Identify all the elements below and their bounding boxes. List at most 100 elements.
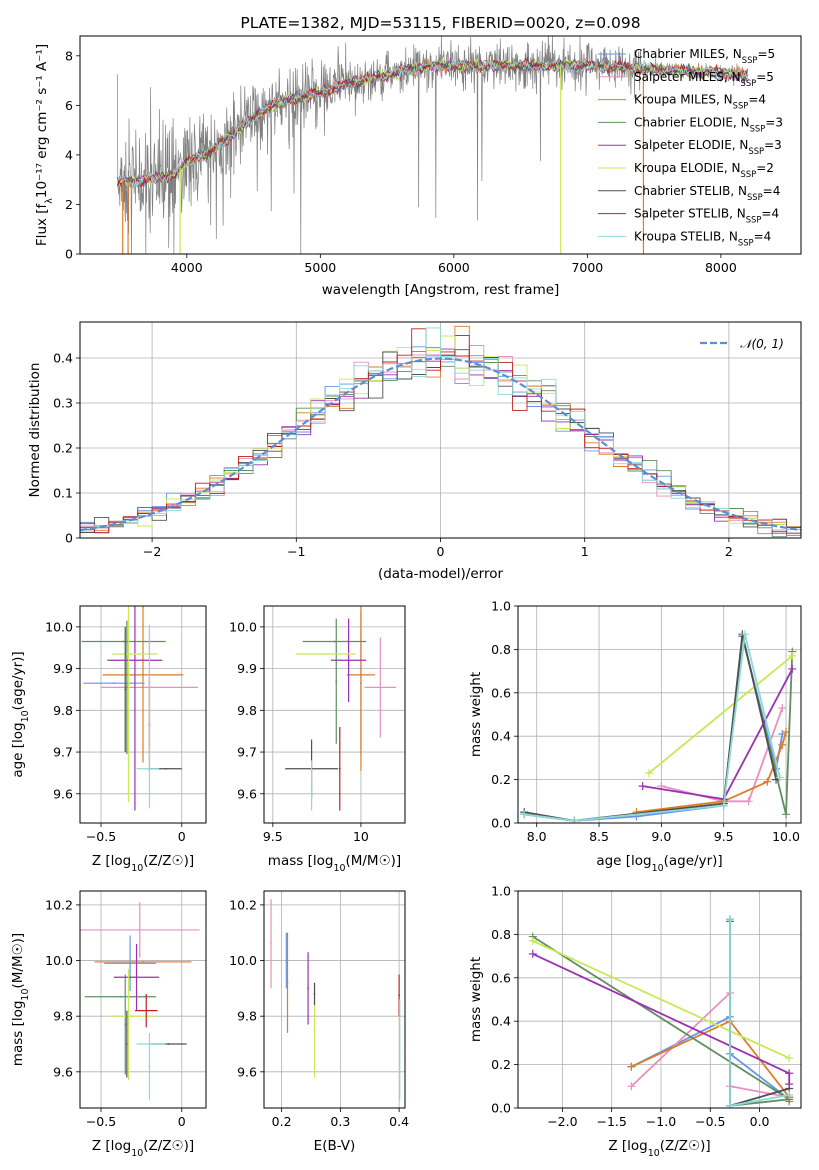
y-tick-label: 0.4 (491, 1014, 511, 1029)
histogram-8 (80, 327, 801, 531)
errorbar-point-8 (338, 727, 341, 811)
y-tick-label: 10.0 (229, 619, 257, 634)
point-marker (398, 994, 401, 997)
legend-label-0: Chabrier MILES, NSSP=5 (634, 47, 775, 65)
point-marker (148, 1065, 151, 1068)
point-marker (335, 680, 338, 683)
point-marker (313, 1029, 316, 1032)
plus-marker (627, 1062, 636, 1071)
x-tick-label: 0.0 (750, 1114, 770, 1129)
errorbar-point-3 (302, 640, 367, 643)
y-tick-label: 0.0 (491, 816, 511, 831)
point-marker (125, 686, 128, 689)
errorbar-point-3 (81, 640, 166, 643)
point-marker (135, 976, 138, 979)
point-marker (150, 1043, 152, 1045)
errorbar-point-1 (80, 902, 200, 958)
y-tick-label: 9.7 (237, 745, 257, 760)
y-tick-label: 9.9 (237, 661, 257, 676)
chart-title: PLATE=1382, MJD=53115, FIBERID=0020, z=0… (240, 14, 640, 32)
errorbar-point-0 (285, 932, 288, 989)
x-tick-label: 6000 (438, 260, 470, 275)
x-axis-label: Z [log10(Z/Z☉)] (92, 853, 194, 874)
plus-marker (627, 1082, 636, 1091)
x-tick-label: 7000 (571, 260, 603, 275)
x-axis-label: age [log10(age/yr)] (596, 853, 722, 874)
plus-marker (570, 816, 579, 823)
x-tick-label: 0 (178, 829, 186, 844)
point-marker (347, 659, 350, 662)
normal-curve (80, 357, 801, 532)
y-axis-label: mass weight (468, 957, 484, 1042)
errorbar-point-6 (112, 653, 158, 655)
weight-series-1 (657, 703, 787, 806)
plus-marker (785, 1054, 794, 1063)
weight-series-7 (520, 630, 784, 823)
legend: Chabrier MILES, NSSP=5 Salpeter MILES, NS… (598, 47, 783, 247)
errorbar-point-4 (125, 620, 128, 755)
x-tick-label: 8.5 (589, 829, 609, 844)
weight-series-3 (520, 632, 797, 823)
x-tick-label: 0 (437, 544, 445, 559)
point-marker (270, 942, 272, 945)
plus-marker (520, 810, 529, 819)
x-tick-label: 0.2 (272, 1114, 292, 1129)
plus-marker (644, 769, 653, 778)
x-tick-label: 0 (178, 1114, 186, 1129)
y-tick-label: 0 (65, 531, 73, 546)
panel-age_vs_mass: 9.5 10 9.6 9.7 9.8 9.9 10.0 mass [log10(M/M☉)] (229, 605, 406, 874)
weight-series-4 (528, 949, 794, 1089)
plus-marker (726, 915, 735, 924)
y-tick-label: 8 (65, 48, 73, 63)
y-tick-label: 1.0 (491, 599, 511, 614)
errorbar-point-0 (104, 935, 156, 992)
point-marker (360, 673, 362, 676)
x-axis-label: E(B-V) (314, 1138, 356, 1154)
legend-label-7: Salpeter STELIB, NSSP=4 (634, 207, 779, 225)
errorbar-point-1 (364, 637, 397, 738)
y-axis-label: Flux [fλ10⁻¹⁷ erg cm⁻² s⁻¹ A⁻¹] (34, 44, 55, 246)
point-marker (313, 993, 316, 995)
errorbar-point-7 (127, 968, 130, 1081)
legend-label-2: Kroupa MILES, NSSP=4 (634, 93, 766, 111)
x-tick-label: −1 (287, 544, 305, 559)
point-marker (148, 715, 151, 718)
x-tick-label: 5000 (304, 260, 336, 275)
x-tick-label: 8.0 (527, 829, 547, 844)
point-marker (125, 1043, 128, 1045)
y-tick-label: 10.0 (45, 953, 73, 968)
errorbar-point-3 (84, 995, 156, 998)
point-marker (286, 981, 289, 984)
x-tick-label: 8000 (705, 260, 737, 275)
point-marker (142, 673, 144, 676)
x-axis-label: wavelength [Angstrom, rest frame] (322, 282, 560, 298)
errorbar-point-2 (346, 606, 376, 771)
x-axis-label: (data-model)/error (378, 566, 504, 582)
y-tick-label: 9.6 (237, 786, 257, 801)
y-tick-label: 9.8 (237, 703, 257, 718)
point-marker (285, 959, 288, 962)
errorbar-point-6 (295, 653, 356, 655)
point-marker (138, 929, 141, 931)
panel-residuals: −2 −1 0 1 2 0 0.1 0.2 0.3 0.4 (data-model)/error No… (27, 321, 802, 582)
x-tick-label: 2 (725, 544, 733, 559)
errorbar-point-2 (102, 606, 184, 763)
point-marker (124, 1023, 127, 1026)
y-tick-label: 6 (65, 98, 73, 113)
x-tick-label: 10.0 (772, 829, 800, 844)
errorbar-point-1 (270, 899, 272, 989)
legend-label-3: Chabrier ELODIE, NSSP=3 (634, 115, 783, 133)
errorbar-point-10 (134, 993, 158, 1028)
plus-marker (778, 740, 787, 749)
legend-label-6: Chabrier STELIB, NSSP=4 (634, 184, 780, 202)
weight-series-7 (726, 915, 794, 1108)
plot-area (264, 606, 405, 823)
y-tick-label: 0.2 (53, 441, 73, 456)
weight-series-0 (520, 632, 787, 823)
y-tick-label: 0.1 (53, 486, 73, 501)
x-axis-label: Z [log10(Z/Z☉)] (92, 1138, 194, 1159)
y-axis-label: mass weight (468, 672, 484, 757)
plot-area (116, 36, 749, 254)
y-tick-label: 10.2 (229, 897, 257, 912)
